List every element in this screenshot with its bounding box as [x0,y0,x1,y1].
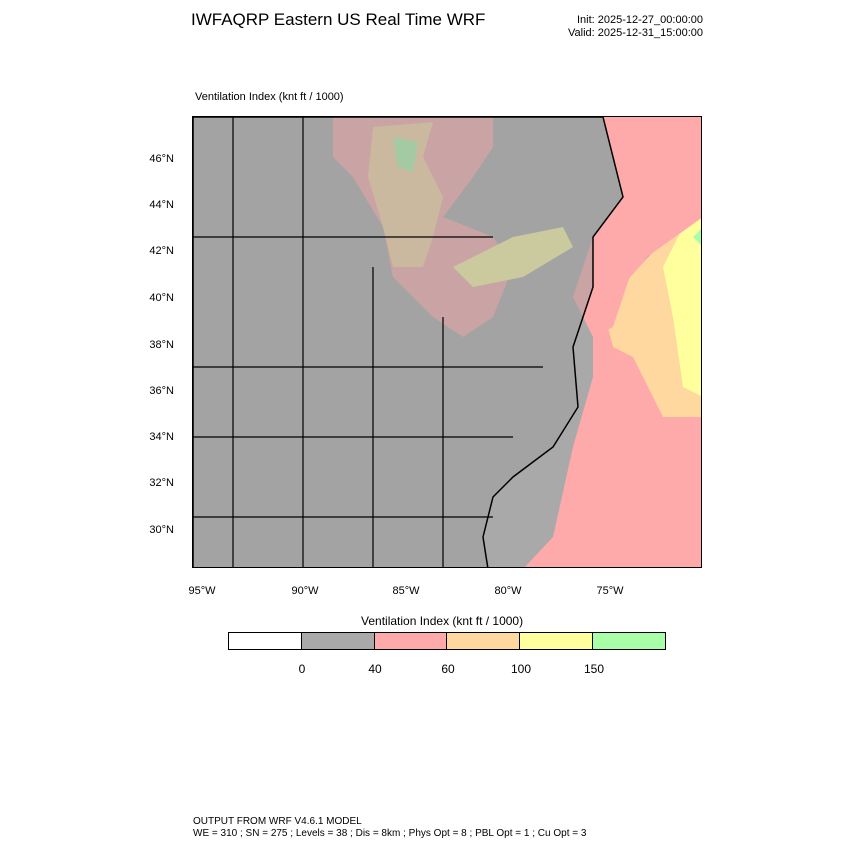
map-panel [192,116,702,568]
lon-label: 90°W [291,585,319,597]
colorbar-segment [374,633,448,649]
colorbar-label: 150 [583,662,605,676]
field-yellow-atlantic [663,191,701,396]
lat-label: 40°N [149,292,174,304]
map-label: Ventilation Index (knt ft / 1000) [195,91,344,103]
colorbar [228,632,666,650]
colorbar-segment [229,633,302,649]
lat-label: 38°N [149,339,174,351]
colorbar-label: 40 [368,662,382,676]
lat-label: 32°N [149,477,174,489]
colorbar-label: 100 [510,662,532,676]
valid-time: Valid: 2025-12-31_15:00:00 [568,27,703,39]
init-time: Init: 2025-12-27_00:00:00 [577,14,703,26]
footer-config: WE = 310 ; SN = 275 ; Levels = 38 ; Dis … [193,828,587,839]
lat-label: 46°N [149,153,174,165]
colorbar-segment [520,633,594,649]
lat-label: 34°N [149,431,174,443]
lat-label: 44°N [149,199,174,211]
colorbar-title: Ventilation Index (knt ft / 1000) [361,614,524,628]
field-green-atlantic [693,229,701,245]
colorbar-segment [447,633,521,649]
page-title: IWFAQRP Eastern US Real Time WRF [191,10,486,29]
lon-label: 95°W [188,585,216,597]
lon-label: 85°W [392,585,420,597]
land-outline [193,117,624,567]
lat-label: 36°N [149,385,174,397]
lat-label: 30°N [149,524,174,536]
lon-label: 75°W [596,585,624,597]
lat-label: 42°N [149,245,174,257]
colorbar-segment [593,633,665,649]
state-lines [193,117,543,567]
colorbar-segment [301,633,375,649]
lon-label: 80°W [494,585,522,597]
field-pink-northeast [573,117,701,337]
map-canvas [193,117,701,567]
colorbar-label: 60 [441,662,455,676]
footer-model: OUTPUT FROM WRF V4.6.1 MODEL [193,816,362,827]
colorbar-label: 0 [298,662,306,676]
